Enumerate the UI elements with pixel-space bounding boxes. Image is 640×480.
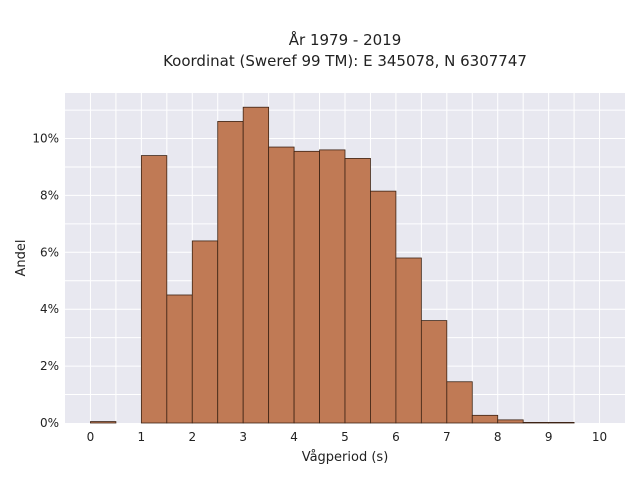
histogram-bar — [90, 421, 117, 424]
x-tick-label: 0 — [87, 430, 95, 444]
histogram-bar — [268, 146, 295, 424]
x-tick-label: 6 — [392, 430, 400, 444]
histogram-bar — [420, 320, 448, 424]
x-tick-label: 8 — [494, 430, 502, 444]
y-axis-ticks: 0% 2% 4% 6% 8% 10% — [32, 132, 59, 430]
histogram-bar — [446, 381, 473, 424]
y-tick-label: 6% — [40, 245, 59, 259]
x-tick-label: 10 — [592, 430, 607, 444]
chart-title-coordinate: Koordinat (Sweref 99 TM): E 345078, N 63… — [163, 52, 527, 70]
x-tick-label: 2 — [188, 430, 196, 444]
x-tick-label: 7 — [443, 430, 451, 444]
x-tick-label: 4 — [290, 430, 298, 444]
histogram-bar — [370, 190, 397, 424]
histogram-bar — [522, 421, 550, 424]
histogram-bar — [242, 106, 270, 424]
histogram-bars — [90, 106, 575, 424]
histogram-bar — [166, 294, 193, 424]
histogram-bar — [293, 150, 320, 424]
y-tick-label: 8% — [40, 188, 59, 202]
histogram-bar — [191, 240, 219, 424]
x-tick-label: 9 — [545, 430, 553, 444]
histogram-bar — [497, 419, 524, 424]
histogram-bar — [140, 155, 168, 424]
y-tick-label: 10% — [32, 132, 59, 146]
histogram-bar — [395, 257, 422, 424]
histogram-bar — [344, 158, 371, 424]
x-tick-label: 1 — [138, 430, 146, 444]
chart-title-years: År 1979 - 2019 — [289, 30, 402, 49]
histogram-bar — [319, 149, 346, 424]
histogram-bar — [548, 421, 575, 424]
x-tick-label: 3 — [239, 430, 247, 444]
y-axis-label: Andel — [14, 240, 29, 277]
x-axis-label: Vågperiod (s) — [302, 450, 389, 465]
y-tick-label: 2% — [40, 359, 59, 373]
histogram-bar — [217, 121, 244, 424]
y-tick-label: 4% — [40, 302, 59, 316]
x-axis-ticks: 0 1 2 3 4 5 6 7 8 9 10 — [87, 430, 608, 444]
histogram-bar — [471, 414, 499, 424]
y-tick-label: 0% — [40, 416, 59, 430]
x-tick-label: 5 — [341, 430, 349, 444]
